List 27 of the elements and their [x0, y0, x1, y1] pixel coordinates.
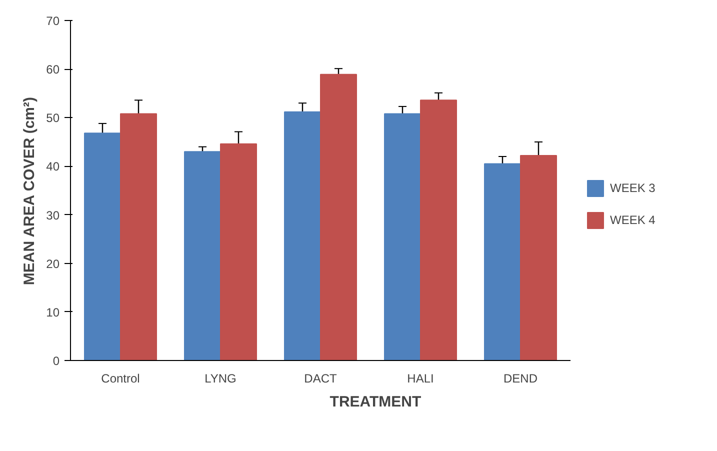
- y-axis-title: MEAN AREA COVER (cm²): [21, 97, 38, 286]
- x-tick-label: Control: [101, 372, 140, 386]
- bar: [320, 74, 357, 360]
- legend-label: WEEK 3: [610, 181, 656, 195]
- x-tick-label: HALI: [407, 372, 434, 386]
- bar: [120, 113, 157, 360]
- bar: [420, 100, 457, 360]
- bar: [520, 155, 557, 360]
- y-tick-label: 40: [46, 160, 60, 174]
- x-axis-title: TREATMENT: [330, 394, 422, 410]
- y-tick-label: 10: [46, 305, 60, 320]
- y-tick-label: 50: [46, 111, 60, 126]
- legend-label: WEEK 4: [610, 213, 656, 227]
- y-tick-label: 0: [52, 354, 60, 368]
- bar: [484, 163, 521, 360]
- bar: [184, 151, 221, 360]
- bar: [284, 111, 321, 360]
- y-tick-label: 20: [46, 256, 60, 271]
- y-tick-label: 60: [46, 62, 60, 77]
- bar: [220, 143, 257, 360]
- y-tick-label: 70: [46, 14, 60, 28]
- x-tick-label: DEND: [504, 372, 538, 386]
- bar: [84, 132, 121, 360]
- x-tick-label: DACT: [304, 372, 338, 386]
- bar: [384, 113, 421, 360]
- y-tick-label: 30: [46, 208, 60, 222]
- x-tick-label: LYNG: [204, 372, 236, 386]
